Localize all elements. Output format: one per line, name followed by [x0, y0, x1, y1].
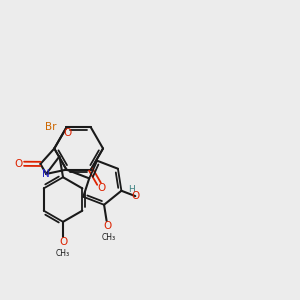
Text: O: O	[63, 128, 71, 138]
Text: CH₃: CH₃	[102, 232, 116, 242]
Text: O: O	[131, 191, 140, 201]
Text: CH₃: CH₃	[56, 248, 70, 257]
Text: H: H	[128, 185, 135, 194]
Text: O: O	[15, 159, 23, 169]
Text: N: N	[42, 169, 50, 179]
Text: O: O	[59, 237, 67, 247]
Text: O: O	[98, 183, 106, 194]
Text: Br: Br	[45, 122, 56, 132]
Text: O: O	[103, 221, 112, 231]
